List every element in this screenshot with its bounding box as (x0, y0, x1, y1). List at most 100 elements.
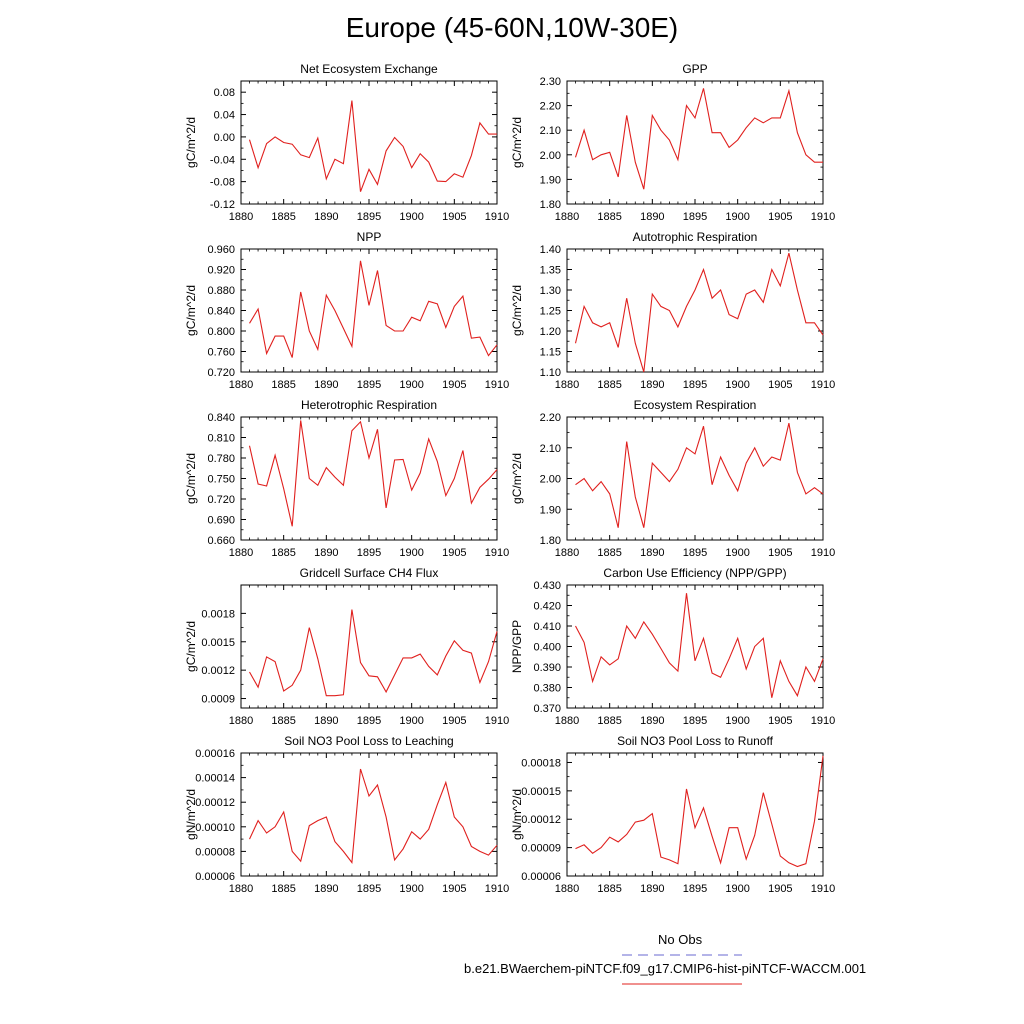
x-tick-label: 1885 (271, 883, 295, 895)
y-tick-label: 2.10 (540, 443, 561, 455)
x-tick-label: 1910 (811, 883, 835, 895)
x-tick-label: 1895 (357, 379, 381, 391)
chart-panel-3: NPP gC/m^2/d 1880 1885 1890 1895 1900 1905 1910 0… (184, 230, 509, 391)
y-tick-label: 1.90 (540, 504, 561, 516)
chart-panel-5: Heterotrophic Respiration gC/m^2/d 1880 188… (184, 398, 509, 559)
plot-frame (566, 752, 824, 877)
x-tick-label: 1895 (357, 883, 381, 895)
x-tick-label: 1885 (597, 715, 621, 727)
y-axis-label: gC/m^2/d (510, 285, 524, 336)
x-tick-label: 1890 (640, 715, 664, 727)
x-tick-label: 1880 (229, 211, 253, 223)
y-tick-label: 0.00015 (521, 786, 561, 798)
panel-title: GPP (682, 62, 707, 76)
plot-frame (240, 416, 498, 541)
y-tick-label: 2.00 (540, 474, 561, 486)
y-tick-label: 0.430 (533, 580, 561, 592)
x-tick-label: 1890 (640, 547, 664, 559)
plot-frame (566, 416, 824, 541)
x-tick-label: 1900 (399, 547, 423, 559)
y-tick-label: -0.04 (210, 154, 235, 166)
y-tick-label: 0.840 (207, 306, 235, 318)
x-tick-label: 1910 (485, 883, 509, 895)
chart-panel-7: Gridcell Surface CH4 Flux gC/m^2/d 1880 188… (184, 566, 509, 727)
x-tick-label: 1905 (442, 379, 466, 391)
series-line (248, 420, 498, 527)
x-tick-label: 1890 (314, 715, 338, 727)
x-tick-label: 1880 (555, 211, 579, 223)
panel-title: Net Ecosystem Exchange (300, 62, 438, 76)
panel-title: Gridcell Surface CH4 Flux (300, 566, 439, 580)
y-axis-label: gC/m^2/d (510, 117, 524, 168)
y-tick-label: 0.960 (207, 244, 235, 256)
y-tick-label: 0.690 (207, 515, 235, 527)
chart-panel-4: Autotrophic Respiration gC/m^2/d 1880 1885 1… (510, 230, 835, 391)
y-axis-label: gN/m^2/d (184, 789, 198, 840)
chart-panel-2: GPP gC/m^2/d 1880 1885 1890 1895 1900 1905 1910 1… (510, 62, 835, 223)
y-tick-label: 0.750 (207, 474, 235, 486)
y-tick-label: 0.660 (207, 535, 235, 547)
series-line (574, 252, 824, 373)
y-tick-label: 0.00016 (195, 748, 235, 760)
y-tick-label: 1.35 (540, 265, 561, 277)
y-tick-label: 0.810 (207, 433, 235, 445)
x-tick-label: 1895 (683, 211, 707, 223)
x-tick-label: 1880 (229, 547, 253, 559)
y-tick-label: 0.00010 (195, 822, 235, 834)
x-tick-label: 1880 (555, 547, 579, 559)
x-tick-label: 1900 (399, 883, 423, 895)
x-tick-label: 1905 (768, 883, 792, 895)
x-tick-label: 1900 (725, 883, 749, 895)
x-tick-label: 1885 (597, 547, 621, 559)
x-tick-label: 1895 (683, 715, 707, 727)
x-tick-label: 1900 (725, 715, 749, 727)
y-tick-label: 1.20 (540, 326, 561, 338)
y-tick-label: 2.10 (540, 125, 561, 137)
chart-panel-6: Ecosystem Respiration gC/m^2/d 1880 1885 189… (510, 398, 835, 559)
y-tick-label: 0.920 (207, 265, 235, 277)
panel-title: Soil NO3 Pool Loss to Runoff (617, 734, 774, 748)
x-tick-label: 1910 (485, 715, 509, 727)
y-tick-label: 1.25 (540, 306, 561, 318)
y-tick-label: 0.00014 (195, 773, 235, 785)
series-line (574, 88, 823, 190)
y-tick-label: 0.880 (207, 285, 235, 297)
x-tick-label: 1880 (555, 883, 579, 895)
x-tick-label: 1895 (683, 379, 707, 391)
x-tick-label: 1900 (725, 379, 749, 391)
y-axis-label: gC/m^2/d (184, 285, 198, 336)
x-tick-label: 1895 (357, 211, 381, 223)
x-tick-label: 1885 (271, 715, 295, 727)
y-tick-label: 0.760 (207, 347, 235, 359)
x-tick-label: 1895 (357, 547, 381, 559)
series-line (249, 768, 498, 864)
y-tick-label: 0.00012 (195, 797, 235, 809)
y-tick-label: 0.420 (533, 601, 561, 613)
panel-title: NPP (357, 230, 382, 244)
panel-title: Ecosystem Respiration (634, 398, 757, 412)
y-tick-label: 0.720 (207, 494, 235, 506)
x-tick-label: 1905 (768, 211, 792, 223)
x-tick-label: 1890 (314, 883, 338, 895)
y-tick-label: 0.0018 (201, 608, 235, 620)
series-line (249, 260, 498, 358)
x-tick-label: 1880 (555, 715, 579, 727)
y-axis-label: gC/m^2/d (510, 453, 524, 504)
y-tick-label: 2.00 (540, 150, 561, 162)
y-axis-label: gC/m^2/d (184, 621, 198, 672)
x-tick-label: 1910 (485, 379, 509, 391)
y-tick-label: 0.00018 (521, 757, 561, 769)
x-tick-label: 1910 (811, 715, 835, 727)
y-tick-label: 2.20 (540, 101, 561, 113)
x-tick-label: 1895 (683, 547, 707, 559)
y-tick-label: 0.410 (533, 621, 561, 633)
x-tick-label: 1905 (442, 211, 466, 223)
x-tick-label: 1895 (683, 883, 707, 895)
x-tick-label: 1900 (399, 379, 423, 391)
y-tick-label: 0.0009 (201, 694, 235, 706)
series-line (248, 100, 497, 192)
panel-title: Autotrophic Respiration (633, 230, 758, 244)
plot-frame (240, 248, 498, 373)
x-tick-label: 1890 (640, 211, 664, 223)
x-tick-label: 1890 (640, 883, 664, 895)
